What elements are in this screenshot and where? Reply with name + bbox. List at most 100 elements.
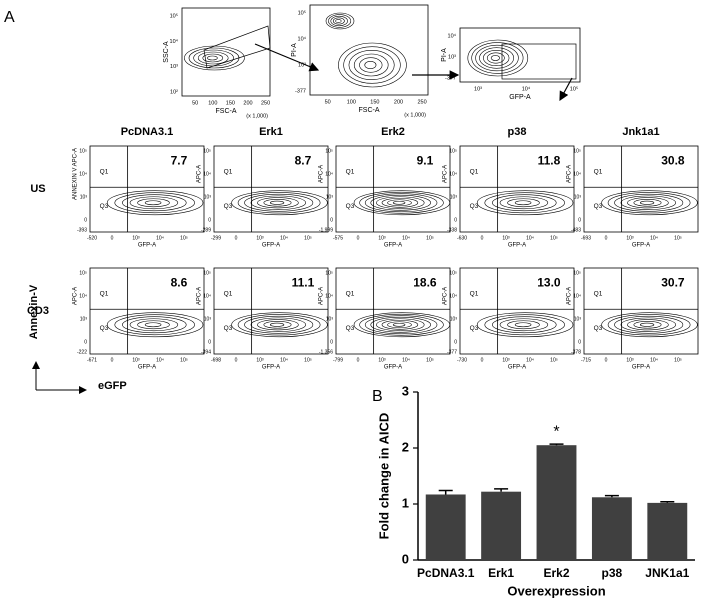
contour (364, 315, 438, 335)
contour (392, 322, 406, 327)
axis-label: GFP-A (138, 243, 156, 249)
row-label: CD3 (27, 305, 49, 317)
contour (335, 19, 342, 23)
axis-label: APC-A (567, 287, 573, 305)
tick-label: 10⁵ (573, 148, 581, 154)
tick-label: 10⁴ (280, 357, 288, 363)
contour (353, 190, 451, 216)
contour (490, 55, 500, 61)
contour (387, 321, 412, 329)
tick-label: 150 (226, 100, 235, 106)
contour (122, 194, 187, 212)
x-tick-label: Erk2 (543, 566, 569, 580)
tick-label: 10⁵ (325, 148, 333, 154)
tick-label: -377 (447, 349, 457, 355)
axis-label: APC-A (567, 165, 573, 183)
plot-frame (89, 145, 205, 233)
contour (484, 192, 565, 214)
axis-label: APC-A (197, 287, 203, 305)
tick-label: 10⁵ (203, 270, 211, 276)
tick-label: 10⁵ (203, 148, 211, 154)
tick-label: 10³ (256, 357, 264, 363)
tick-label: 0 (454, 217, 457, 223)
quadrant-label: Q1 (100, 169, 109, 176)
plot-frame (459, 145, 575, 233)
contour (499, 196, 549, 210)
quadrant-label: Q1 (594, 169, 603, 176)
quadrant-label: Q3 (100, 203, 109, 210)
bar (591, 497, 632, 560)
tick-label: 100 (347, 99, 356, 105)
axis-label: APC-A (319, 287, 325, 305)
axis-label: PI-A (441, 48, 448, 62)
tick-label: 0 (208, 339, 211, 345)
tick-label: 10⁴ (650, 357, 658, 363)
quadrant-label: Q1 (346, 169, 355, 176)
contour (364, 61, 377, 69)
bar (647, 502, 688, 560)
contour (633, 199, 662, 207)
tick-label: 10⁵ (304, 357, 312, 363)
tick-label: 10⁴ (526, 235, 534, 241)
axis-unit: (x 1,000) (404, 112, 426, 118)
tick-label: 0 (357, 235, 360, 241)
contour (392, 200, 406, 205)
tick-label: 10⁵ (449, 148, 457, 154)
contour (492, 194, 557, 212)
tick-label: -671 (87, 357, 97, 363)
axis-label: SSC-A (163, 41, 170, 63)
quadrant-label: Q3 (100, 325, 109, 332)
tick-label: 10⁴ (298, 35, 307, 42)
contour (614, 315, 684, 334)
axis-label: eGFP (98, 380, 127, 392)
quadrant-label: Q3 (594, 203, 603, 210)
contour (325, 12, 355, 30)
contour (607, 314, 691, 336)
quadrant-label: Q3 (346, 325, 355, 332)
contour (484, 314, 565, 336)
axis-label: APC-A (197, 165, 203, 183)
contour (353, 312, 451, 338)
axis-label: GFP-A (632, 243, 650, 249)
contour (237, 314, 321, 336)
tick-label: 10⁵ (426, 235, 434, 241)
contour (193, 49, 234, 67)
contour (607, 192, 691, 214)
tick-label: -693 (581, 235, 591, 241)
error-bar (494, 488, 509, 492)
y-tick-label: 2 (402, 439, 409, 454)
percent: 30.8 (661, 154, 685, 168)
contour (639, 200, 655, 205)
tick-label: 10⁴ (573, 293, 581, 299)
plot-frame (213, 145, 329, 233)
tick-label: 0 (84, 217, 87, 223)
contour (376, 196, 425, 210)
contour (620, 317, 676, 332)
tick-label: 10⁴ (156, 357, 164, 363)
contour (338, 42, 407, 88)
percent: 9.1 (417, 154, 434, 168)
tick-label: -338 (447, 227, 457, 233)
axis-label: APC-A (319, 165, 325, 183)
contour (486, 52, 505, 64)
contour (244, 315, 314, 334)
tick-label: 10³ (626, 357, 634, 363)
tick-label: 0 (235, 235, 238, 241)
tick-label: 10⁴ (170, 38, 179, 45)
percent: 8.7 (295, 154, 312, 168)
contour (633, 321, 662, 329)
tick-label: 10⁴ (650, 235, 658, 241)
tick-label: 0 (605, 235, 608, 241)
x-tick-label: Erk1 (488, 566, 514, 580)
tick-label: -222 (77, 349, 87, 355)
quadrant-label: Q3 (470, 203, 479, 210)
contour (381, 197, 419, 208)
axis-label: ANNEXIN V APC-A (73, 148, 79, 200)
contour (269, 200, 285, 205)
contour (202, 53, 224, 63)
panel-label: A (4, 9, 15, 26)
contour (381, 319, 419, 330)
contour (370, 194, 431, 211)
tick-label: 200 (394, 99, 403, 105)
error-bar (660, 501, 675, 503)
